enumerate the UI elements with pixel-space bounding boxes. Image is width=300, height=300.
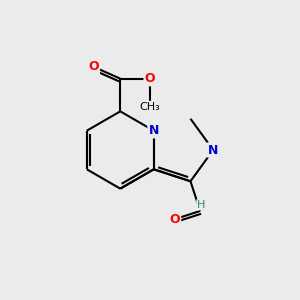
Text: O: O [145,72,155,85]
Text: O: O [88,60,99,73]
Text: H: H [197,200,205,210]
Text: O: O [169,213,180,226]
Text: CH₃: CH₃ [140,102,160,112]
Text: N: N [208,143,218,157]
Text: N: N [148,124,159,137]
